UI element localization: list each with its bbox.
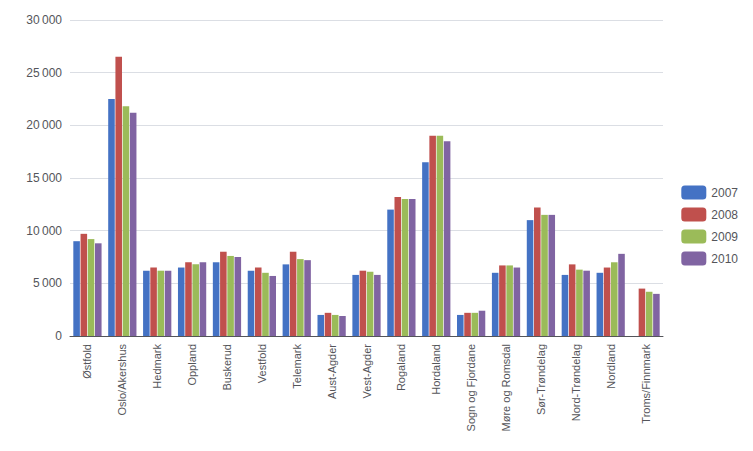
svg-text:Nord-Trøndelag: Nord-Trøndelag bbox=[570, 344, 582, 421]
svg-text:Vest-Agder: Vest-Agder bbox=[361, 344, 373, 399]
svg-text:Sør-Trøndelag: Sør-Trøndelag bbox=[535, 344, 547, 415]
svg-text:Buskerud: Buskerud bbox=[221, 344, 233, 390]
svg-text:Troms/Finnmark: Troms/Finnmark bbox=[640, 344, 652, 424]
svg-text:Møre og Romsdal: Møre og Romsdal bbox=[500, 344, 512, 431]
svg-text:2009: 2009 bbox=[711, 230, 738, 244]
svg-text:Aust-Agder: Aust-Agder bbox=[326, 344, 338, 399]
svg-text:Telemark: Telemark bbox=[291, 344, 303, 389]
svg-text:Hedmark: Hedmark bbox=[151, 344, 163, 389]
svg-text:Oslo/Akershus: Oslo/Akershus bbox=[116, 344, 128, 416]
svg-text:15 000: 15 000 bbox=[26, 171, 62, 185]
svg-text:Nordland: Nordland bbox=[605, 344, 617, 389]
svg-text:Sogn og Fjordane: Sogn og Fjordane bbox=[465, 344, 477, 431]
svg-text:2010: 2010 bbox=[711, 252, 738, 266]
svg-text:Oppland: Oppland bbox=[186, 344, 198, 386]
svg-text:10 000: 10 000 bbox=[26, 224, 62, 238]
svg-text:Hordaland: Hordaland bbox=[430, 344, 442, 395]
svg-text:2008: 2008 bbox=[711, 208, 738, 222]
svg-text:0: 0 bbox=[55, 329, 62, 343]
svg-text:Østfold: Østfold bbox=[81, 344, 93, 379]
svg-text:2007: 2007 bbox=[711, 186, 738, 200]
svg-text:5 000: 5 000 bbox=[33, 276, 62, 290]
svg-text:20 000: 20 000 bbox=[26, 118, 62, 132]
svg-text:Rogaland: Rogaland bbox=[395, 344, 407, 391]
svg-text:30 000: 30 000 bbox=[26, 13, 62, 27]
svg-text:25 000: 25 000 bbox=[26, 66, 62, 80]
svg-text:Vestfold: Vestfold bbox=[256, 344, 268, 383]
